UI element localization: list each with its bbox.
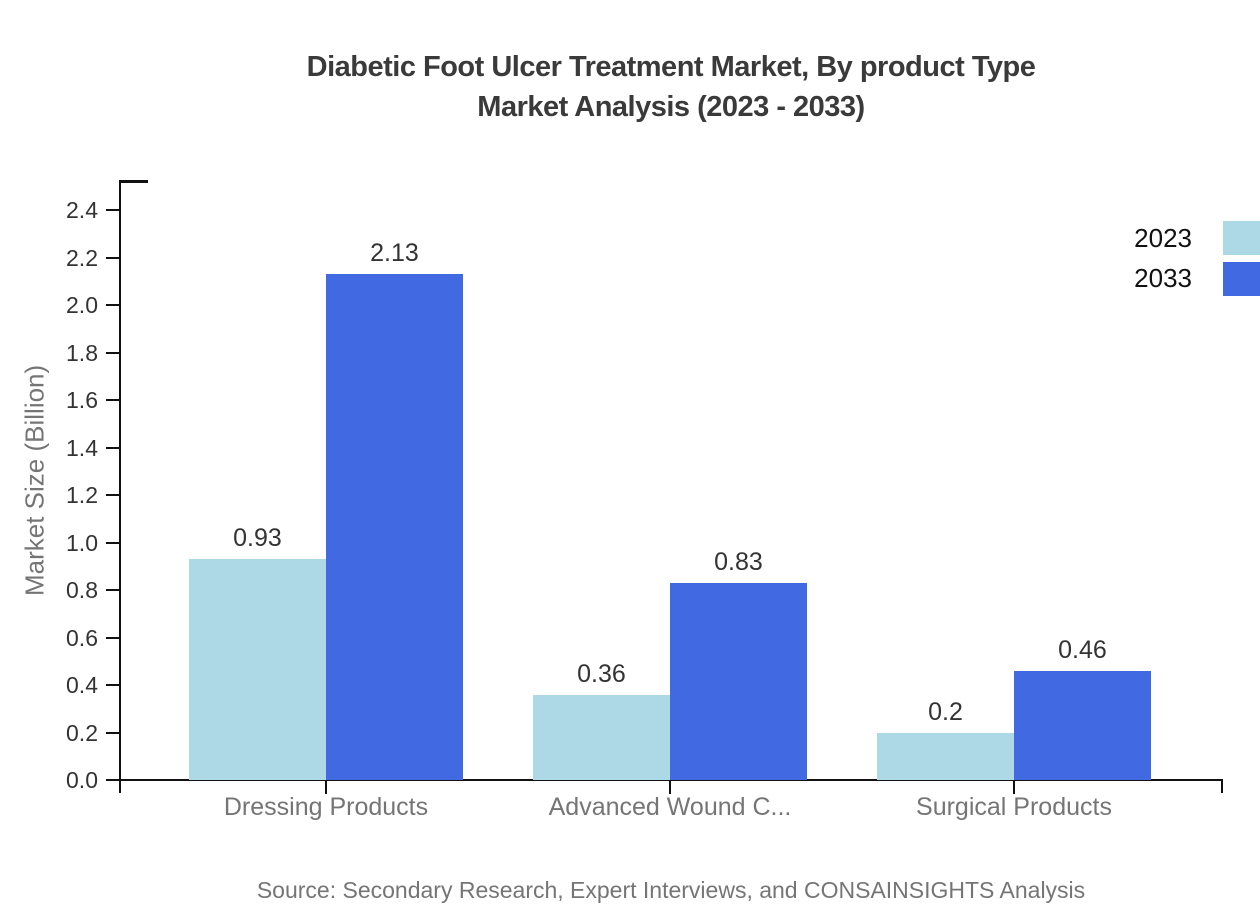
x-tick-label-surgical-products: Surgical Products <box>916 793 1112 821</box>
y-tick-0.8 <box>106 589 120 591</box>
y-tick-label-0.8: 0.8 <box>66 577 98 603</box>
value-label-2023-dressing-products: 0.93 <box>233 524 282 553</box>
chart-title-line-2: Market Analysis (2023 - 2033) <box>477 91 865 123</box>
legend-label-2033: 2033 <box>1134 263 1192 293</box>
y-axis-top-cap <box>119 180 148 183</box>
bar-2033-surgical-products <box>1014 670 1151 780</box>
y-tick-0.2 <box>106 731 120 734</box>
y-tick-label-1.6: 1.6 <box>66 387 98 413</box>
x-tick-dressing-products <box>325 780 327 794</box>
x-tick-label-dressing-products: Dressing Products <box>223 793 429 821</box>
y-tick-1.4 <box>106 446 120 449</box>
y-axis-line <box>119 180 121 793</box>
y-tick-label-2.2: 2.2 <box>66 244 98 271</box>
y-tick-1.0 <box>106 541 120 544</box>
y-tick-label-2.0: 2.0 <box>66 292 98 318</box>
x-tick-advanced-wound-c <box>669 780 671 794</box>
x-axis-line <box>107 779 1223 781</box>
bar-2023-dressing-products <box>189 559 326 780</box>
value-label-2033-dressing-products: 2.13 <box>370 239 419 268</box>
y-tick-label-1.0: 1.0 <box>66 529 98 556</box>
value-label-2023-surgical-products: 0.2 <box>928 697 963 726</box>
y-tick-label-2.4: 2.4 <box>66 197 98 223</box>
legend-label-2023: 2023 <box>1134 223 1192 253</box>
value-label-2033-advanced-wound-c: 0.83 <box>714 547 763 576</box>
x-tick-label-advanced-wound-c: Advanced Wound C... <box>548 793 792 821</box>
x-tick-surgical-products <box>1013 780 1015 794</box>
legend-swatch-2033 <box>1223 262 1260 296</box>
y-tick-2.0 <box>106 304 120 306</box>
bar-2033-dressing-products <box>326 274 463 780</box>
y-tick-1.2 <box>106 494 120 496</box>
y-tick-label-0.0: 0.0 <box>66 767 98 793</box>
y-tick-1.8 <box>106 351 120 354</box>
chart-title-line-1: Diabetic Foot Ulcer Treatment Market, By… <box>306 51 1036 83</box>
y-tick-0.4 <box>106 684 120 686</box>
value-label-2033-surgical-products: 0.46 <box>1058 635 1107 664</box>
y-tick-label-1.2: 1.2 <box>66 482 98 508</box>
bar-2033-advanced-wound-c <box>670 582 807 780</box>
bar-2023-surgical-products <box>877 732 1014 780</box>
y-tick-label-1.4: 1.4 <box>66 434 98 461</box>
legend-swatch-2023 <box>1223 221 1260 255</box>
y-tick-2.2 <box>106 256 120 259</box>
y-tick-label-1.8: 1.8 <box>66 339 98 366</box>
y-tick-label-0.4: 0.4 <box>66 672 98 698</box>
x-axis-end-tick <box>1221 779 1223 793</box>
value-label-2023-advanced-wound-c: 0.36 <box>577 659 626 688</box>
source-note: Source: Secondary Research, Expert Inter… <box>256 877 1086 903</box>
y-tick-1.6 <box>106 399 120 401</box>
y-tick-2.4 <box>106 209 120 211</box>
y-tick-label-0.2: 0.2 <box>66 719 98 746</box>
bar-2023-advanced-wound-c <box>533 694 670 780</box>
y-tick-0.0 <box>106 779 120 781</box>
y-tick-0.6 <box>106 636 120 639</box>
y-tick-label-0.6: 0.6 <box>66 624 98 651</box>
